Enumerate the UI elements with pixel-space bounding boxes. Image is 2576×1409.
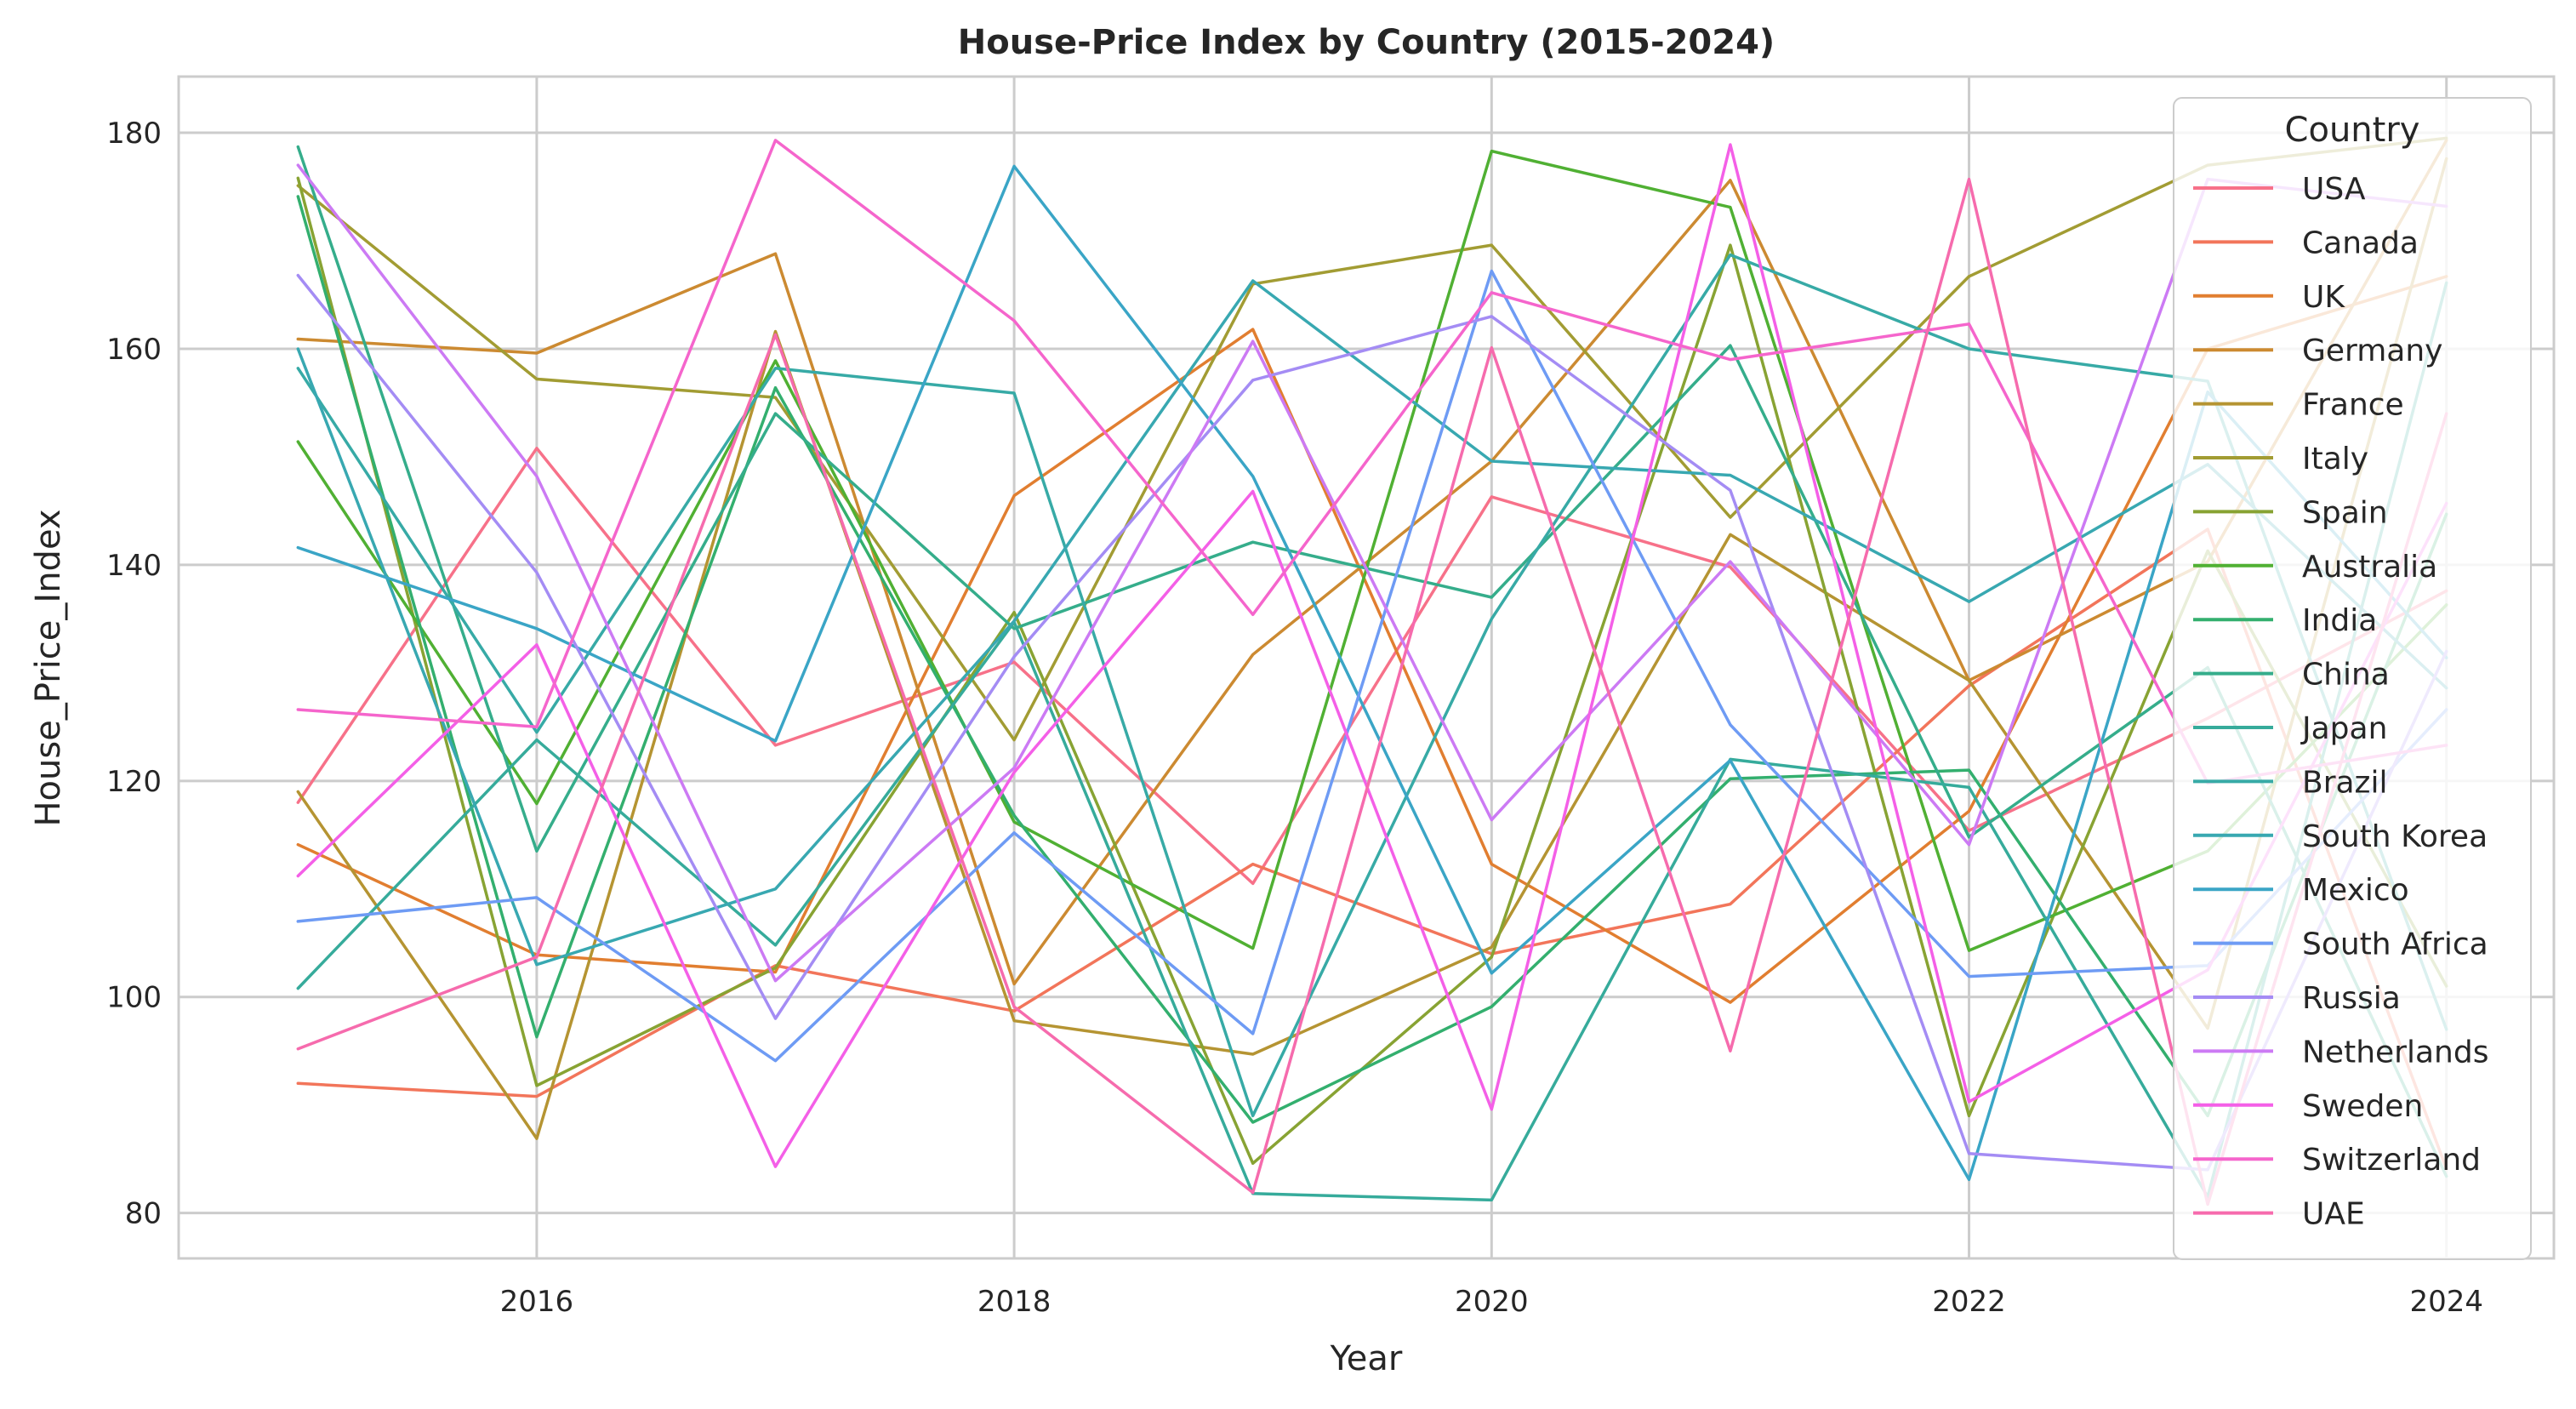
- legend-label: Australia: [2302, 550, 2437, 585]
- x-tick-label: 2020: [1455, 1285, 1529, 1319]
- legend-label: Germany: [2302, 334, 2442, 368]
- legend-label: USA: [2302, 172, 2366, 207]
- legend-title: Country: [2285, 111, 2420, 150]
- series-line: [296, 139, 2448, 986]
- y-tick-label: 100: [106, 981, 162, 1015]
- series-line: [296, 163, 2448, 983]
- legend-label: Canada: [2302, 225, 2419, 260]
- series-line: [296, 275, 2448, 1004]
- x-tick-label: 2018: [977, 1285, 1051, 1319]
- series-line: [296, 177, 2448, 1206]
- series-line: [296, 145, 2448, 1178]
- legend-label: Brazil: [2302, 765, 2387, 800]
- series-line: [296, 253, 2448, 1118]
- chart-title: House-Price Index by Country (2015-2024): [958, 23, 1775, 62]
- legend-label: South Korea: [2302, 819, 2488, 854]
- series-line: [296, 139, 2448, 785]
- legend-label: India: [2302, 603, 2377, 638]
- series-line: [296, 447, 2448, 886]
- series-line: [296, 176, 2448, 1166]
- series-line: [296, 143, 2448, 1168]
- y-tick-label: 120: [106, 765, 162, 799]
- legend-frame: [2173, 97, 2532, 1260]
- series-line: [296, 528, 2448, 1171]
- series-line: [296, 279, 2448, 967]
- legend-label: Italy: [2302, 442, 2368, 476]
- series-line: [296, 195, 2448, 1124]
- series-line: [296, 269, 2448, 1063]
- legend-label: Spain: [2302, 495, 2388, 530]
- y-axis-label: House_Price_Index: [29, 509, 68, 826]
- y-tick-label: 140: [106, 549, 162, 583]
- legend-items: USA Canada UK Germany France Italy Spain Austra…: [2193, 172, 2488, 1232]
- x-tick-label: 2022: [1932, 1285, 2006, 1319]
- legend-label: Japan: [2300, 711, 2387, 746]
- tick-labels: 2016 2018 2020 2022 2024 80 100 120 140 160 180: [106, 117, 2483, 1319]
- y-tick-label: 80: [125, 1197, 162, 1231]
- legend-label: China: [2302, 658, 2390, 693]
- series-lines: [296, 136, 2448, 1206]
- legend: Country USA Canada UK Germany France Italy Spa…: [2173, 97, 2532, 1260]
- x-tick-label: 2024: [2409, 1285, 2483, 1319]
- legend-label: Switzerland: [2302, 1143, 2481, 1178]
- legend-label: France: [2302, 388, 2404, 423]
- x-tick-label: 2016: [500, 1285, 574, 1319]
- legend-label: Mexico: [2302, 873, 2409, 908]
- series-line: [296, 281, 2448, 1202]
- series-line: [296, 149, 2448, 952]
- series-line: [296, 164, 2448, 1182]
- y-tick-label: 180: [106, 117, 162, 151]
- legend-label: Sweden: [2302, 1089, 2423, 1124]
- y-tick-label: 160: [106, 333, 162, 367]
- x-axis-label: Year: [1330, 1339, 1403, 1378]
- legend-label: Netherlands: [2302, 1035, 2488, 1070]
- series-line: [296, 136, 2448, 742]
- legend-label: South Africa: [2302, 927, 2488, 962]
- legend-label: Russia: [2302, 981, 2401, 1016]
- series-line: [296, 157, 2448, 1140]
- legend-label: UAE: [2302, 1197, 2365, 1232]
- series-line: [296, 273, 2448, 1172]
- legend-label: UK: [2302, 280, 2345, 315]
- plot-frame: [177, 75, 2556, 1260]
